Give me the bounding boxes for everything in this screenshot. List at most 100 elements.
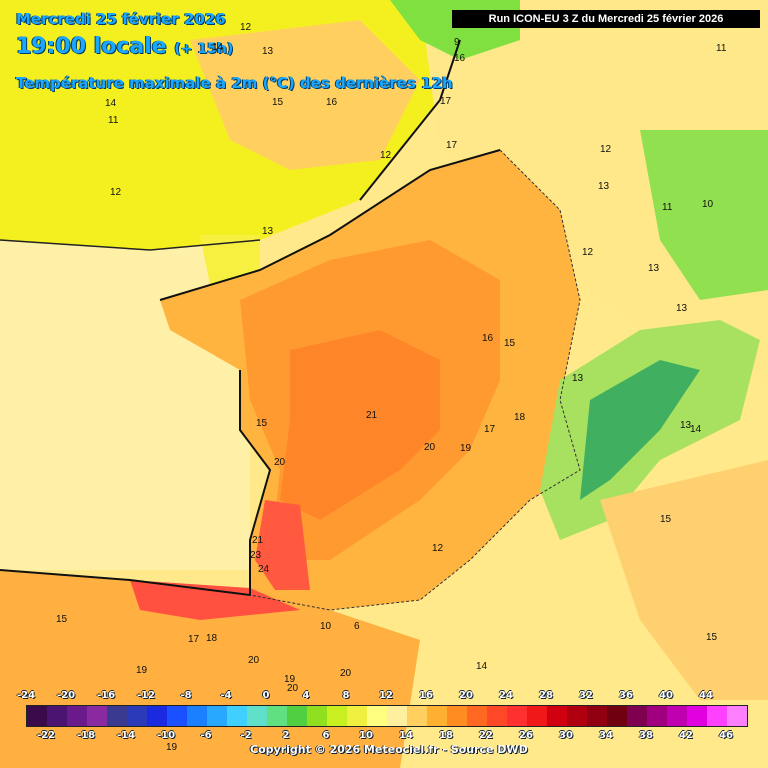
legend-swatch [247,706,267,726]
legend-tick-label: 30 [559,730,573,741]
contour-label: 18 [206,633,218,644]
forecast-time-offset: (+ 15h) [174,41,234,57]
legend-tick-label: 2 [282,730,290,741]
legend-tick-label: 36 [619,690,633,701]
contour-label: 24 [258,564,270,575]
contour-label: 10 [702,199,714,210]
contour-label: 12 [600,144,612,155]
contour-label: 6 [354,621,360,632]
legend-tick-label: 34 [599,730,613,741]
contour-label: 19 [284,674,296,685]
legend-tick-label: 26 [519,730,533,741]
legend-tick-label: 16 [419,690,433,701]
legend-swatch [527,706,547,726]
legend-swatch [347,706,367,726]
legend-tick-label: 12 [379,690,393,701]
contour-label: 15 [504,338,516,349]
legend-swatch [447,706,467,726]
legend-tick-label: -20 [56,690,76,701]
legend-swatch [467,706,487,726]
legend-tick-label: -16 [96,690,116,701]
contour-label: 15 [272,97,284,108]
contour-label: 20 [287,683,299,694]
forecast-time-main: 19:00 locale [16,34,167,59]
contour-label: 11 [662,202,673,213]
contour-label: 19 [136,665,148,676]
legend-swatch [567,706,587,726]
legend-swatch [627,706,647,726]
legend-swatch [707,706,727,726]
legend-tick-label: 38 [639,730,653,741]
legend-tick-label: 20 [459,690,473,701]
legend-tick-label: 32 [579,690,593,701]
forecast-time: 19:00 locale (+ 15h) [16,34,233,59]
legend-swatch [107,706,127,726]
contour-label: 13 [648,263,660,274]
legend-tick-label: 46 [719,730,733,741]
contour-label: 13 [572,373,584,384]
legend-swatch [607,706,627,726]
contour-label: 15 [56,614,68,625]
contour-label: 13 [598,181,610,192]
legend-tick-label: 40 [659,690,673,701]
legend-swatch [487,706,507,726]
legend-tick-label: -2 [240,730,252,741]
contour-label: 15 [660,514,672,525]
legend-swatch [227,706,247,726]
contour-label: 19 [460,443,472,454]
legend-swatch [327,706,347,726]
legend-tick-label: -4 [220,690,232,701]
legend-swatch [367,706,387,726]
contour-label: 21 [252,535,264,546]
contour-label: 13 [676,303,688,314]
contour-label: 15 [706,632,718,643]
contour-label: 20 [248,655,260,666]
legend-tick-label: -14 [116,730,136,741]
run-info: Run ICON-EU 3 Z du Mercredi 25 février 2… [452,10,760,28]
legend-tick-label: -22 [36,730,56,741]
legend-swatch [287,706,307,726]
legend-swatch [127,706,147,726]
contour-label: 12 [432,543,444,554]
contour-label: 13 [262,46,274,57]
legend-tick-label: 44 [699,690,713,701]
contour-label: 14 [690,424,702,435]
color-legend [26,705,748,727]
contour-label: 11 [108,115,119,126]
legend-tick-label: 8 [342,690,350,701]
legend-tick-label: 24 [499,690,513,701]
legend-tick-label: -12 [136,690,156,701]
contour-label: 20 [274,457,286,468]
contour-label: 20 [340,668,352,679]
contour-label: 19 [166,742,178,753]
contour-label: 14 [476,661,488,672]
legend-tick-label: -18 [76,730,96,741]
legend-swatch [307,706,327,726]
contour-label: 11 [716,43,727,54]
contour-label: 17 [188,634,200,645]
legend-tick-label: 28 [539,690,553,701]
legend-tick-label: -6 [200,730,212,741]
legend-swatch [667,706,687,726]
legend-swatch [687,706,707,726]
legend-swatch [67,706,87,726]
contour-label: 12 [582,247,594,258]
contour-label: 10 [320,621,332,632]
legend-tick-label: 22 [479,730,493,741]
legend-swatch [207,706,227,726]
contour-label: 14 [212,42,224,53]
legend-tick-label: 42 [679,730,693,741]
contour-label: 21 [366,410,378,421]
contour-label: 16 [326,97,338,108]
contour-label: 17 [440,96,452,107]
contour-label: 12 [110,187,122,198]
forecast-date: Mercredi 25 février 2026 [16,10,226,28]
legend-tick-label: -24 [16,690,36,701]
contour-label: 13 [680,420,692,431]
legend-tick-label: -8 [180,690,192,701]
legend-swatch [187,706,207,726]
legend-swatch [507,706,527,726]
contour-label: 15 [256,418,268,429]
legend-swatch [87,706,107,726]
legend-tick-label: 10 [359,730,373,741]
